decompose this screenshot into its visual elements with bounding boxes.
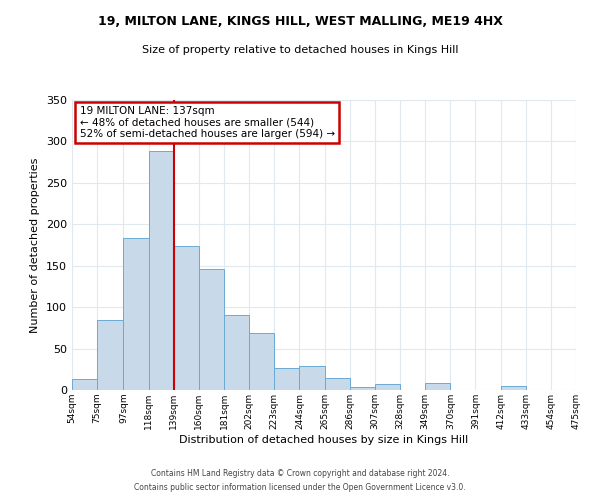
Text: Contains public sector information licensed under the Open Government Licence v3: Contains public sector information licen…	[134, 484, 466, 492]
Bar	[124, 238, 149, 390]
Bar	[500, 386, 526, 390]
Bar	[199, 269, 224, 390]
Text: Size of property relative to detached houses in Kings Hill: Size of property relative to detached ho…	[142, 45, 458, 55]
Text: 19 MILTON LANE: 137sqm
← 48% of detached houses are smaller (544)
52% of semi-de: 19 MILTON LANE: 137sqm ← 48% of detached…	[80, 106, 335, 139]
Bar	[72, 379, 97, 390]
Bar	[375, 384, 400, 390]
Bar	[174, 246, 199, 390]
Bar	[97, 320, 124, 390]
Bar	[325, 378, 350, 390]
Text: Contains HM Land Registry data © Crown copyright and database right 2024.: Contains HM Land Registry data © Crown c…	[151, 468, 449, 477]
Bar	[425, 382, 450, 390]
Bar	[224, 314, 249, 390]
Y-axis label: Number of detached properties: Number of detached properties	[31, 158, 40, 332]
Bar	[274, 368, 299, 390]
Bar	[350, 386, 375, 390]
Bar	[299, 366, 325, 390]
Bar	[249, 333, 274, 390]
X-axis label: Distribution of detached houses by size in Kings Hill: Distribution of detached houses by size …	[179, 434, 469, 444]
Text: 19, MILTON LANE, KINGS HILL, WEST MALLING, ME19 4HX: 19, MILTON LANE, KINGS HILL, WEST MALLIN…	[98, 15, 502, 28]
Bar	[149, 152, 174, 390]
